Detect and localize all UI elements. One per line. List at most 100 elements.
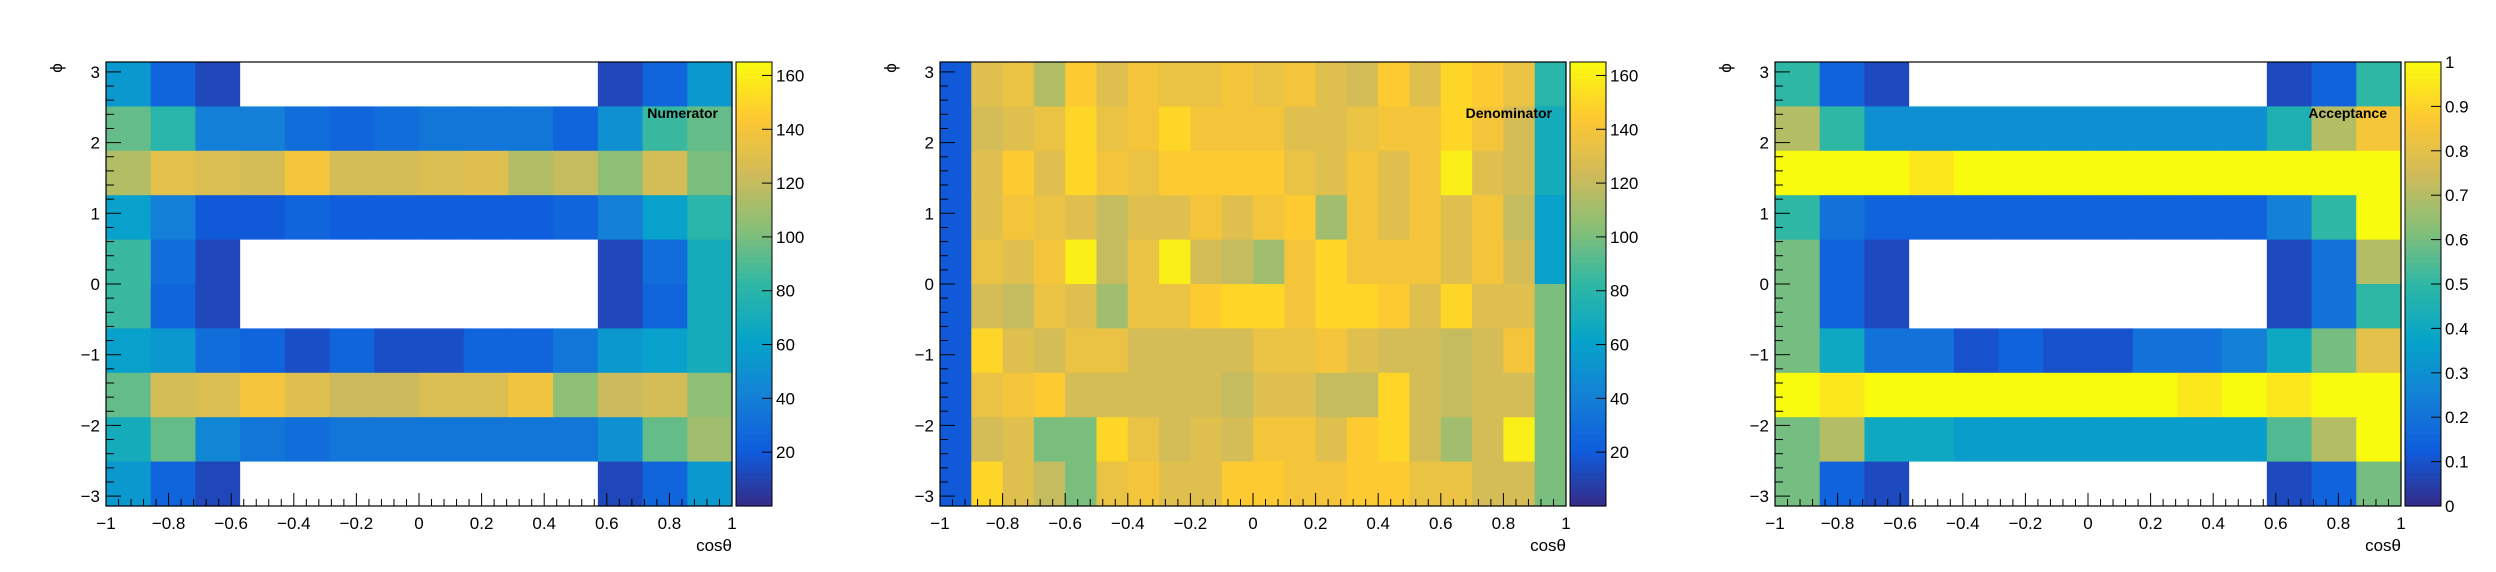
heatmap-cell [1096,106,1129,152]
heatmap-cell [1503,417,1536,463]
heatmap-cell [1378,372,1411,418]
heatmap-cell [1998,284,2044,329]
heatmap-cell [1284,106,1317,152]
color-bar-segment [736,228,772,235]
heatmap-cell [1378,417,1411,463]
heatmap-cell [971,195,1004,241]
color-bar-segment [2405,500,2441,507]
heatmap-cell [1409,150,1442,196]
heatmap-cell [2043,150,2089,196]
color-bar-tick-label: 0.8 [2445,142,2469,161]
heatmap-cell [2311,106,2357,152]
color-bar-segment [1570,145,1606,152]
heatmap-cell [2088,195,2134,241]
heatmap-cell [687,150,733,196]
heatmap-cell [1819,150,1866,196]
heatmap-cell [1346,284,1379,329]
heatmap-cell [1503,372,1536,418]
x-tick-label: −0.8 [1821,514,1855,533]
heatmap-cell [2311,150,2357,196]
heatmap-cell [2088,239,2134,285]
heatmap-cell [1472,195,1504,241]
color-bar-tick-label: 100 [776,228,804,247]
heatmap-cell [106,328,152,374]
heatmap-cell [1440,150,1473,196]
heatmap-cell [1002,195,1035,241]
heatmap-cell [2043,328,2089,374]
heatmap-cell [1775,195,1821,241]
y-tick-label: 2 [925,134,934,153]
color-bar-segment [2405,467,2441,474]
color-bar-segment [736,189,772,196]
heatmap-cell [642,239,688,285]
color-bar-tick-label: 160 [776,66,804,85]
color-bar-segment [736,494,772,502]
y-tick-label: −3 [1750,487,1769,506]
color-bar-segment [1570,62,1606,69]
heatmap-cell [1284,239,1317,285]
heatmap-cell [284,239,331,285]
heatmap-cell [195,239,241,285]
color-bar-segment [1570,239,1606,246]
heatmap-cell [284,62,331,107]
color-bar-segment [1570,444,1606,452]
heatmap-cell [1159,372,1191,418]
x-tick-label: −0.6 [1883,514,1917,533]
color-bar-segment [2405,111,2441,119]
heatmap-cell [1440,195,1473,241]
heatmap-cell [1096,150,1129,196]
heatmap-cell [284,417,331,463]
heatmap-cell [2088,284,2134,329]
heatmap-cell [1065,461,1098,507]
heatmap-cell [374,284,420,329]
color-bar-segment [1570,372,1606,379]
x-tick-label: 0.6 [595,514,619,533]
heatmap-cell [553,106,599,152]
plot-title: Denominator [1466,105,1553,121]
color-bar-segment [2405,67,2441,74]
color-bar-segment [1570,228,1606,235]
heatmap-cell [1033,328,1066,374]
color-bar-segment [736,411,772,418]
heatmap-cell [1346,328,1379,374]
heatmap-cell [2132,62,2179,107]
heatmap-cell [1033,239,1066,285]
panel-3: −1 −0.8 −0.6 −0.4 −0.2 0 0.2 0.4 0.6 0.8 1 −3 −2 −1 0 1… [1716,53,2469,555]
color-bar-segment [2405,483,2441,490]
color-bar-segment [736,306,772,313]
color-bar-tick-label: 0.6 [2445,231,2469,250]
color-bar-segment [1570,211,1606,218]
heatmap-cell [1775,62,1821,107]
color-bar-segment [736,150,772,157]
color-bar-segment [736,211,772,218]
heatmap-cell [971,328,1004,374]
color-bar-segment [736,78,772,85]
heatmap-cell [940,372,972,418]
color-bar-frame [735,61,773,507]
heatmap-cell [1440,106,1473,152]
heatmap-cell [642,106,688,152]
color-bar-segment [2405,211,2441,218]
color-bar-segment [736,261,772,268]
heatmap-cell [240,106,286,152]
heatmap-cell [150,195,197,241]
heatmap-cell [150,372,197,418]
heatmap-cell [150,328,197,374]
color-bar-segment [2405,84,2441,91]
color-bar-segment [736,328,772,335]
color-bar-segment [1570,111,1606,119]
heatmap-cell [971,461,1004,507]
heatmap-cell [1253,461,1285,507]
color-bar-segment [2405,356,2441,363]
heatmap-cell [284,195,331,241]
heatmap-cell [1065,284,1098,329]
heatmap-cells [1775,62,2402,507]
heatmap-cell [2266,328,2313,374]
heatmap-cell [687,372,733,418]
x-tick-label: 0.4 [532,514,556,533]
heatmap-cell [463,461,510,507]
color-bar-segment [2405,389,2441,396]
heatmap-cell [1472,106,1504,152]
color-bar-segment [1570,222,1606,230]
y-tick-label: −2 [1750,416,1769,435]
